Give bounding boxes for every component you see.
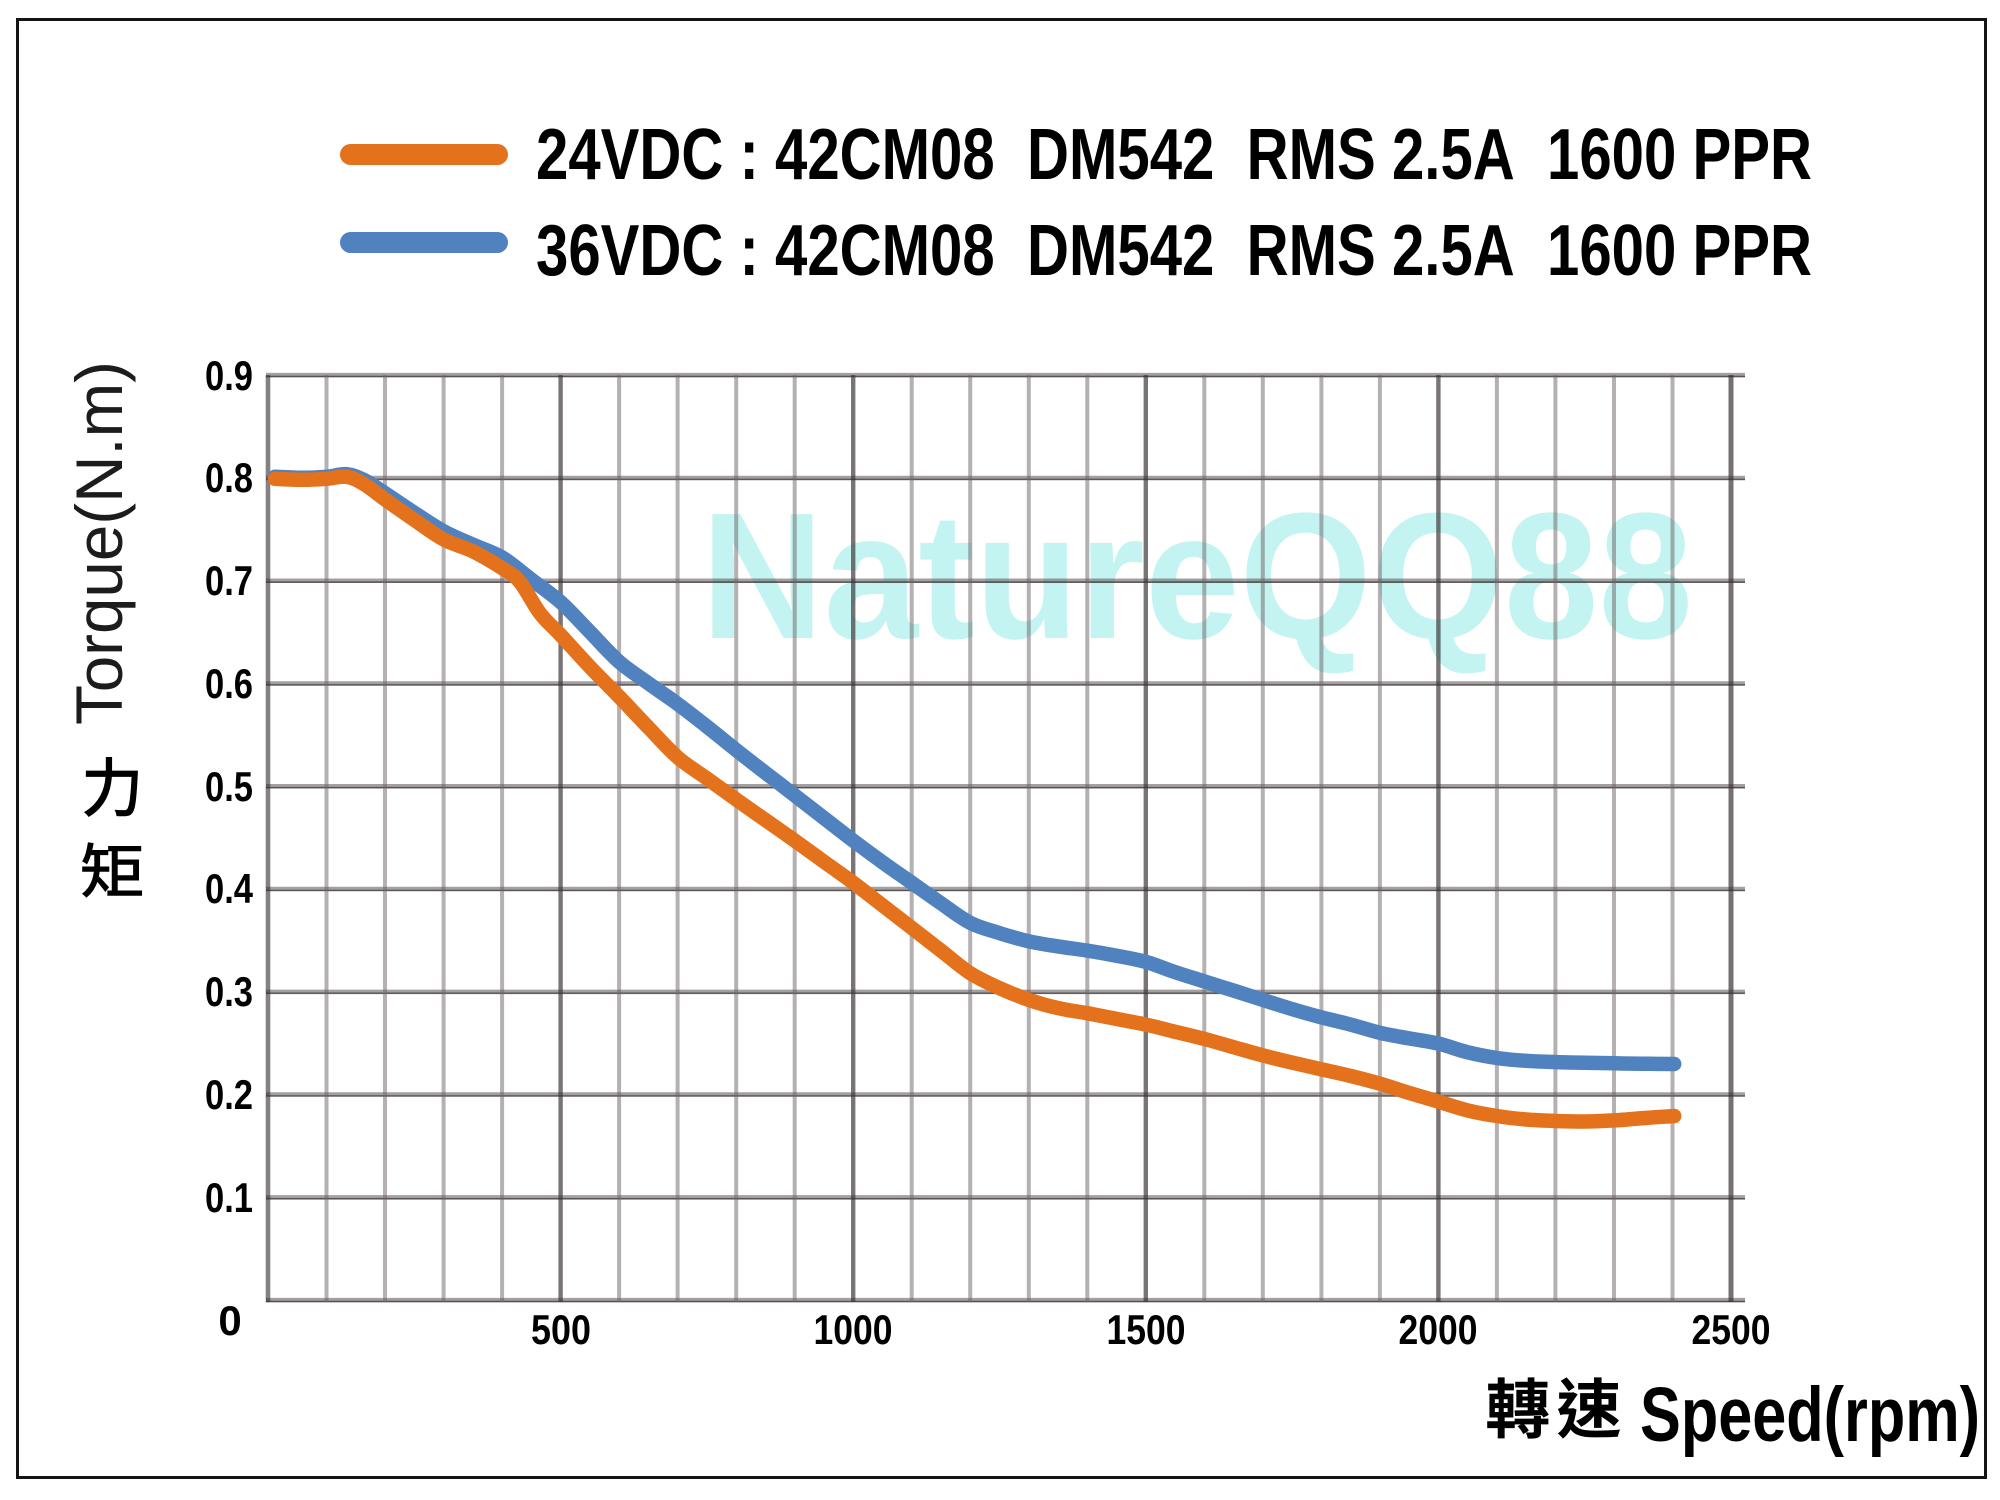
svg-text:Torque(N.m): Torque(N.m) — [62, 361, 136, 725]
svg-text:0.8: 0.8 — [205, 454, 253, 501]
svg-text:0.1: 0.1 — [205, 1174, 253, 1221]
svg-text:0.5: 0.5 — [205, 763, 253, 810]
svg-text:2000: 2000 — [1399, 1306, 1478, 1353]
svg-text:1500: 1500 — [1107, 1306, 1186, 1353]
svg-text:36VDC : 42CM08 DM542 RMS 2.5: 36VDC : 42CM08 DM542 RMS 2.5A 1600 PPR — [536, 211, 1812, 291]
svg-text:NatureQQ88: NatureQQ88 — [701, 476, 1693, 677]
svg-text:500: 500 — [531, 1306, 591, 1353]
svg-text:0.3: 0.3 — [205, 968, 253, 1015]
svg-text:24VDC : 42CM08 DM542 RMS 2.5: 24VDC : 42CM08 DM542 RMS 2.5A 1600 PPR — [536, 115, 1812, 195]
svg-text:0.2: 0.2 — [205, 1071, 253, 1118]
svg-text:0.7: 0.7 — [205, 557, 253, 604]
svg-text:0: 0 — [218, 1297, 241, 1344]
svg-text:Speed(rpm): Speed(rpm) — [1640, 1372, 1980, 1458]
svg-text:0.9: 0.9 — [205, 352, 253, 399]
svg-text:1000: 1000 — [814, 1306, 893, 1353]
svg-text:0.6: 0.6 — [205, 660, 253, 707]
svg-text:2500: 2500 — [1692, 1306, 1771, 1353]
svg-text:0.4: 0.4 — [205, 865, 254, 912]
